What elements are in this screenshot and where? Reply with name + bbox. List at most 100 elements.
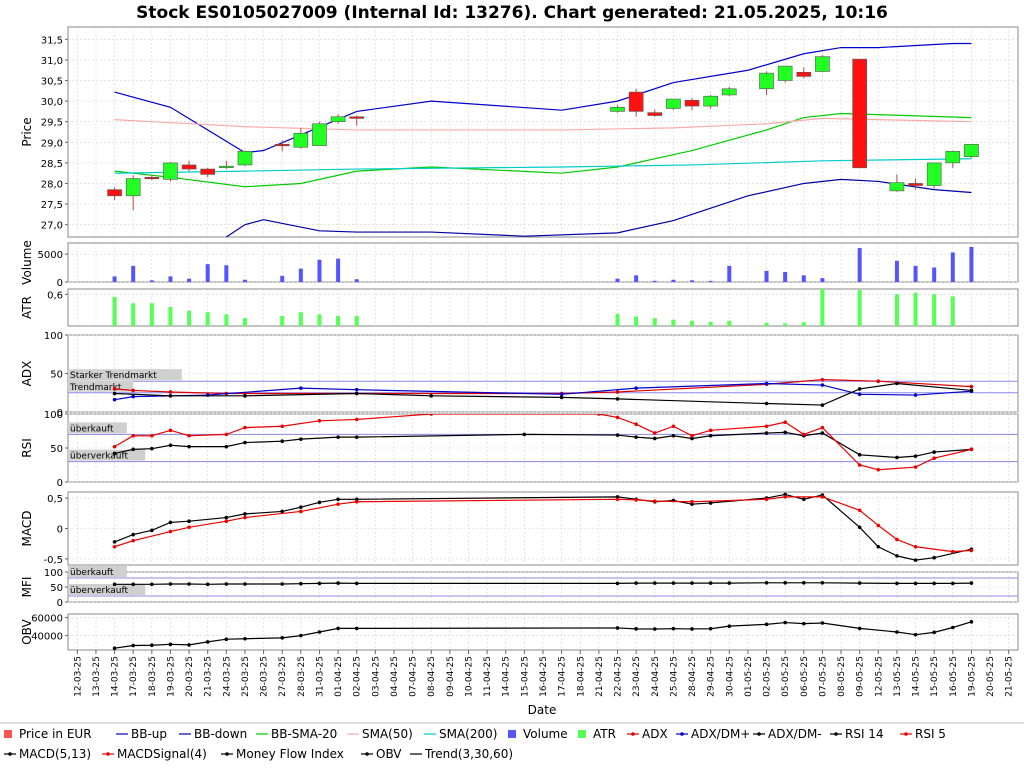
data-point (690, 436, 694, 441)
legend-label: Money Flow Index (236, 747, 344, 761)
legend-dot (365, 752, 369, 756)
x-tick-label: 08-04-25 (427, 656, 437, 697)
bar-volume (336, 258, 341, 282)
x-tick-label: 22-04-25 (614, 656, 624, 697)
data-point (708, 428, 713, 433)
data-point (280, 582, 285, 586)
x-tick-label: 27-03-25 (278, 656, 288, 697)
reference-label-bg (68, 380, 133, 392)
x-tick-label: 29-04-25 (707, 656, 717, 697)
y-tick-label: 100 (44, 568, 63, 579)
legend-item: ADX (627, 727, 668, 741)
legend-label: RSI 14 (845, 727, 884, 741)
panel-adx: 0 50 100 ADX Starker Trendmarkt Trendmarkt (20, 331, 1019, 419)
x-tick-label: 14-03-25 (111, 656, 121, 697)
data-point (112, 391, 117, 396)
series-group (226, 178, 972, 237)
data-point (876, 379, 881, 384)
data-point (634, 435, 638, 439)
x-tick-label: 21-04-25 (595, 656, 605, 697)
data-point (243, 515, 247, 520)
bar-atr (112, 296, 117, 326)
data-point (559, 395, 564, 400)
data-point (913, 465, 918, 469)
candle-body (349, 116, 365, 119)
candle-body (852, 58, 867, 169)
bar-atr (690, 320, 695, 326)
series-line-OBV (114, 621, 972, 649)
x-axis-label: Date (528, 703, 557, 717)
x-axis: 12-03-25 13-03-25 14-03-25 17-03-25 18-03-25… (73, 650, 1015, 697)
data-point (336, 502, 340, 506)
bar-atr (336, 315, 341, 326)
y-tick-label: 50 (50, 444, 63, 455)
bar-volume (969, 246, 974, 282)
candle-body (107, 189, 122, 197)
candle-body (889, 182, 905, 192)
legend-label: Price in EUR (19, 727, 92, 741)
data-point (187, 582, 191, 586)
bar-atr (671, 319, 676, 326)
x-tick-label: 08-05-25 (837, 656, 847, 697)
x-tick-label: 30-04-25 (725, 656, 735, 697)
data-point (820, 431, 825, 435)
legend-swatch (508, 730, 516, 738)
bar-volume (149, 280, 154, 282)
data-point (336, 497, 340, 502)
candle-body (200, 168, 216, 175)
bar-volume (112, 276, 117, 282)
x-tick-label: 16-04-25 (539, 656, 549, 697)
data-point (187, 444, 191, 449)
y-axis-label-obv: OBV (20, 618, 34, 644)
x-tick-label: 14-05-25 (912, 656, 922, 697)
legend-dot (834, 732, 838, 736)
data-point (131, 394, 135, 399)
data-point (615, 390, 620, 394)
y-tick-label: 0,6 (47, 290, 63, 301)
legend-dot (757, 732, 761, 736)
y-tick-label: 29,5 (41, 118, 63, 129)
data-point (783, 430, 787, 435)
y-tick-label: 30,5 (41, 77, 63, 88)
bar-volume (634, 275, 639, 282)
data-point (764, 381, 769, 386)
data-point (168, 443, 173, 448)
data-point (969, 548, 974, 553)
reference-label-bg (68, 369, 182, 381)
data-point (354, 417, 359, 422)
data-point (224, 582, 229, 586)
data-point (895, 554, 899, 558)
candle-body (125, 178, 141, 197)
y-tick-label: 40000 (31, 632, 63, 643)
data-point (522, 432, 527, 437)
data-point (280, 439, 285, 444)
candle-body (163, 162, 178, 180)
data-point (708, 433, 713, 438)
series-group (114, 112, 972, 188)
x-tick-label: 28-03-25 (297, 656, 307, 697)
data-point (280, 424, 285, 429)
x-tick-label: 13-03-25 (92, 656, 102, 697)
candle-body (610, 106, 625, 112)
legend-item: MACD(5,13) (4, 747, 91, 761)
legend-item: BB-down (179, 727, 247, 741)
y-tick-label: 5000 (38, 250, 63, 261)
data-point (317, 500, 322, 505)
chart-title: Stock ES0105027009 (Internal Id: 13276).… (136, 3, 888, 23)
data-point (168, 642, 173, 647)
data-point (187, 525, 191, 530)
data-point (112, 582, 117, 587)
series-line-BB-down (226, 178, 972, 237)
legend-item: ADX/DM+ (676, 727, 750, 741)
series-line-BB-SMA-20 (114, 112, 972, 188)
legend-item: Money Flow Index (221, 747, 344, 761)
x-tick-label: 09-05-25 (856, 656, 866, 697)
data-point (243, 512, 247, 516)
y-tick-label: 100 (44, 410, 63, 421)
data-point (727, 624, 732, 628)
candle-body (759, 72, 774, 90)
data-point (187, 643, 191, 647)
data-point (801, 432, 806, 437)
x-tick-label: 31-03-25 (315, 656, 325, 697)
data-point (168, 529, 173, 534)
